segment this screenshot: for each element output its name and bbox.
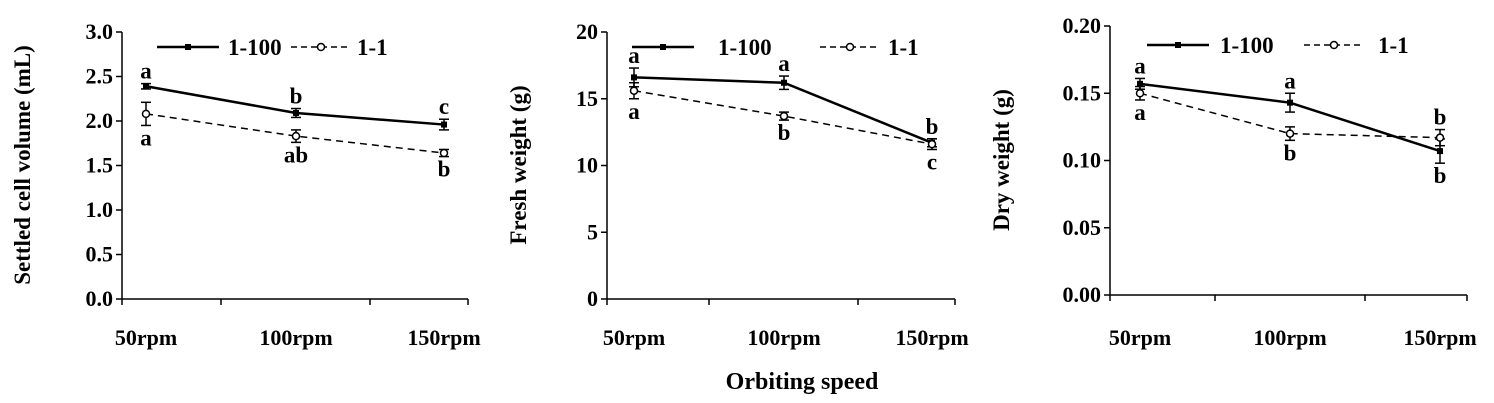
panel-settled-cell-volume: 0.0 0.5 1.0 1.5 2.0 2.5 3.0 50rpm 100rpm 150rpm Se… [10, 19, 481, 350]
y-tick-label: 2.0 [86, 108, 114, 133]
significance-letter: a [140, 59, 152, 84]
legend-marker [1329, 40, 1339, 50]
panel-fresh-weight: 0 5 10 15 20 50rpm 100rpm 150rpm Fresh weight (g… [506, 19, 969, 350]
legend-marker [316, 42, 326, 52]
legend-marker [1175, 42, 1181, 48]
legend-label: 1-1 [357, 35, 388, 60]
y-tick-label: 0.10 [1063, 148, 1102, 173]
data-point [1285, 129, 1295, 138]
x-tick-label: 100rpm [259, 325, 332, 350]
data-point [779, 111, 789, 121]
y-tick-label: 10 [576, 153, 598, 178]
x-tick-label: 100rpm [1253, 325, 1326, 350]
data-point [781, 79, 787, 86]
y-tick-label: 1.0 [86, 197, 114, 222]
legend-marker [185, 44, 191, 50]
data-point [439, 148, 449, 158]
significance-letter: c [439, 94, 449, 119]
y-tick-label: 3.0 [86, 19, 114, 44]
y-tick-label: 0.5 [86, 242, 114, 267]
data-point [1137, 80, 1143, 87]
y-axis-label: Settled cell volume (mL) [10, 45, 35, 285]
legend-label: 1-1 [888, 35, 919, 60]
y-tick-label: 1.5 [86, 153, 114, 178]
significance-letter: b [1434, 105, 1447, 130]
series-line-1-1 [1139, 92, 1441, 139]
significance-letter: b [926, 114, 939, 139]
y-tick-label: 0.00 [1063, 282, 1102, 307]
legend-label: 1-100 [1220, 33, 1274, 58]
x-axis-title: Orbiting speed [726, 369, 879, 395]
x-tick-label: 50rpm [115, 325, 177, 350]
x-tick-label: 150rpm [895, 325, 968, 350]
panel-dry-weight: 0.00 0.05 0.10 0.15 0.20 50rpm 100rpm 150rpm Dry… [989, 13, 1477, 350]
data-point [1135, 89, 1145, 98]
y-axis-label: Fresh weight (g) [506, 85, 531, 244]
data-point [927, 139, 937, 149]
data-point [291, 131, 301, 141]
significance-letter: a [628, 43, 640, 68]
significance-letter: a [628, 99, 640, 124]
significance-letter: b [1284, 140, 1297, 165]
significance-letter: b [1434, 163, 1447, 188]
significance-letter: b [290, 84, 303, 109]
y-axis-label: Dry weight (g) [989, 89, 1014, 231]
legend-label: 1-100 [228, 35, 282, 60]
data-point [629, 86, 639, 95]
significance-letter: a [1284, 68, 1296, 93]
data-point [293, 109, 299, 116]
x-tick-label: 150rpm [1403, 325, 1476, 350]
y-tick-label: 0.0 [86, 286, 114, 311]
significance-letter: a [140, 125, 152, 150]
significance-letter: b [778, 120, 791, 145]
data-point [441, 121, 447, 128]
y-tick-label: 0.05 [1063, 215, 1102, 240]
data-point [1435, 133, 1445, 142]
data-point [141, 109, 151, 119]
significance-letter: a [1134, 100, 1146, 125]
legend-label: 1-100 [718, 35, 772, 60]
data-point [631, 74, 637, 81]
y-tick-label: 0 [587, 286, 598, 311]
legend-marker [660, 44, 666, 50]
x-tick-label: 150rpm [407, 325, 480, 350]
series-line-1-1 [145, 113, 445, 154]
data-point [1287, 99, 1293, 106]
y-tick-label: 0.20 [1063, 13, 1102, 38]
x-tick-label: 100rpm [747, 325, 820, 350]
significance-letter: a [778, 51, 790, 76]
significance-letter: b [438, 157, 451, 182]
significance-letter: ab [284, 142, 308, 167]
x-tick-label: 50rpm [603, 325, 665, 350]
y-tick-label: 20 [576, 19, 598, 44]
y-tick-label: 0.15 [1063, 80, 1102, 105]
y-tick-label: 2.5 [86, 64, 114, 89]
data-point [143, 83, 149, 90]
data-point [1437, 148, 1443, 155]
y-tick-label: 15 [576, 86, 598, 111]
significance-letter: a [1134, 53, 1146, 78]
legend-marker [845, 42, 855, 52]
y-tick-label: 5 [587, 219, 598, 244]
series-line-1-1 [633, 90, 933, 145]
x-tick-label: 50rpm [1109, 325, 1171, 350]
significance-letter: c [927, 149, 937, 174]
legend-label: 1-1 [1378, 33, 1409, 58]
